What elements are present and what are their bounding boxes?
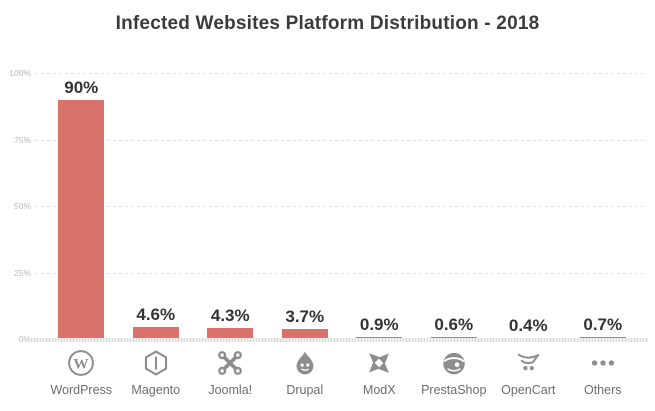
bar-slot-prestashop: 0.6% — [417, 73, 492, 339]
bar-slot-modx: 0.9% — [342, 73, 417, 339]
chart-title: Infected Websites Platform Distribution … — [115, 13, 540, 34]
category-label: WordPress — [50, 383, 113, 397]
category-others: Others — [566, 347, 641, 397]
y-axis: 100% 75% 50% 25% 0% — [0, 68, 31, 344]
bar-value-label: 0.7% — [583, 315, 623, 335]
bars-row: 90% 4.6% 4.3% 3.7% 0.9% 0.6% 0.4% 0.7% — [44, 73, 640, 339]
y-tick-label: 0% — [18, 334, 31, 344]
category-prestashop: PrestaShop — [417, 347, 492, 397]
bar-slot-wordpress: 90% — [44, 73, 119, 339]
gridline-25 — [35, 272, 647, 274]
category-opencart: OpenCart — [491, 347, 566, 397]
bar-slot-magento: 4.6% — [119, 73, 194, 339]
modx-icon — [365, 347, 393, 378]
joomla-icon — [216, 347, 244, 378]
bar — [281, 329, 328, 339]
y-tick-label: 50% — [13, 201, 31, 211]
y-tick-label: 75% — [13, 134, 31, 145]
bar-value-label: 4.3% — [210, 305, 250, 325]
bar-value-label: 0.4% — [508, 315, 548, 335]
bar — [207, 327, 254, 339]
svg-text:W: W — [74, 355, 89, 372]
category-modx: ModX — [342, 347, 417, 397]
opencart-icon — [514, 347, 542, 378]
bar-slot-joomla: 4.3% — [193, 73, 268, 339]
bar-value-label: 3.7% — [285, 307, 325, 327]
wordpress-icon: W — [67, 347, 95, 378]
gridlines-layer — [35, 73, 647, 339]
category-joomla: Joomla! — [193, 347, 268, 397]
bar-value-label: 4.6% — [136, 304, 176, 324]
category-label: OpenCart — [501, 383, 556, 397]
category-magento: Magento — [119, 347, 194, 397]
bar — [132, 326, 179, 339]
bar-slot-others: 0.7% — [566, 73, 641, 339]
bar — [58, 99, 105, 339]
drupal-icon — [291, 347, 319, 378]
y-tick-label: 100% — [9, 68, 31, 78]
category-row: W WordPress Magento Joomla! Drupal — [44, 347, 640, 397]
category-label: Magento — [131, 383, 181, 397]
category-drupal: Drupal — [268, 347, 343, 397]
others-icon — [589, 347, 617, 378]
bar — [356, 336, 403, 339]
category-label: PrestaShop — [421, 383, 487, 397]
bar-slot-opencart: 0.4% — [491, 73, 566, 339]
bar-slot-drupal: 3.7% — [268, 73, 343, 339]
bar-value-label: 90% — [64, 77, 99, 97]
gridline-100 — [35, 73, 647, 74]
category-label: Drupal — [286, 383, 324, 397]
magento-icon — [142, 347, 170, 378]
category-label: ModX — [362, 383, 396, 397]
y-tick-label: 25% — [13, 267, 31, 278]
category-label: Others — [583, 383, 622, 397]
prestashop-icon — [440, 347, 468, 378]
gridline-50 — [35, 206, 647, 207]
category-wordpress: W WordPress — [44, 347, 119, 397]
gridline-75 — [35, 139, 647, 141]
category-label: Joomla! — [208, 383, 253, 397]
x-axis-baseline — [28, 338, 648, 342]
bar-value-label: 0.6% — [434, 315, 474, 335]
bar-value-label: 0.9% — [359, 314, 399, 334]
